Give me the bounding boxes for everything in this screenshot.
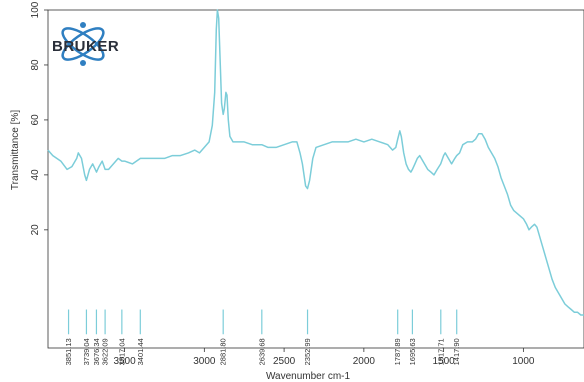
x-tick-label: 3500: [113, 356, 136, 367]
peak-label: 2352.99: [303, 338, 312, 365]
x-tick-label: 2000: [353, 356, 376, 367]
peak-label: 1517.71: [436, 338, 445, 365]
spectrum-line: [47, 9, 584, 316]
logo-ring: [61, 27, 105, 61]
atom-rings-icon: [61, 22, 105, 66]
x-tick-label: 1000: [512, 356, 535, 367]
y-axis: 20 40 60 80 100: [30, 1, 48, 235]
series-layer: [47, 9, 584, 316]
peak-label: 3517.04: [117, 338, 126, 365]
logo-dot: [80, 22, 86, 28]
x-axis-title: Wavenumber cm-1: [266, 371, 351, 382]
peak-label: 3622.09: [101, 338, 110, 365]
x-tick-label: 2500: [273, 356, 296, 367]
y-tick-label: 80: [30, 59, 41, 71]
peak-label: 3739.04: [82, 338, 91, 365]
logo-ring: [61, 27, 105, 61]
peak-label: 2639.68: [257, 338, 266, 365]
peak-label: 1695.63: [408, 338, 417, 365]
bruker-logo: BRUKER: [52, 22, 119, 66]
logo-dot: [80, 60, 86, 66]
peak-label: 3401.44: [136, 338, 145, 365]
y-tick-label: 60: [30, 114, 41, 126]
plot-frame: [47, 9, 584, 349]
x-tick-label: 3000: [193, 356, 216, 367]
x-tick-label: 1500: [432, 356, 455, 367]
peak-label: 3676.34: [92, 338, 101, 365]
peak-markers: 3851.13 3739.04 3676.34 3622.09 3517.04 3401.…: [64, 309, 461, 365]
x-axis: 3500 3000 2500 2000 1500 1000: [113, 348, 535, 367]
peak-label: 1417.90: [452, 338, 461, 365]
y-tick-label: 20: [30, 224, 41, 236]
y-axis-title: Transmittance [%]: [10, 110, 21, 190]
peak-label: 3851.13: [64, 338, 73, 365]
logo-text: BRUKER: [52, 38, 119, 55]
peak-label: 2881.80: [219, 338, 228, 365]
y-tick-label: 40: [30, 169, 41, 181]
y-tick-label: 100: [30, 1, 41, 18]
peak-label: 1787.89: [393, 338, 402, 365]
